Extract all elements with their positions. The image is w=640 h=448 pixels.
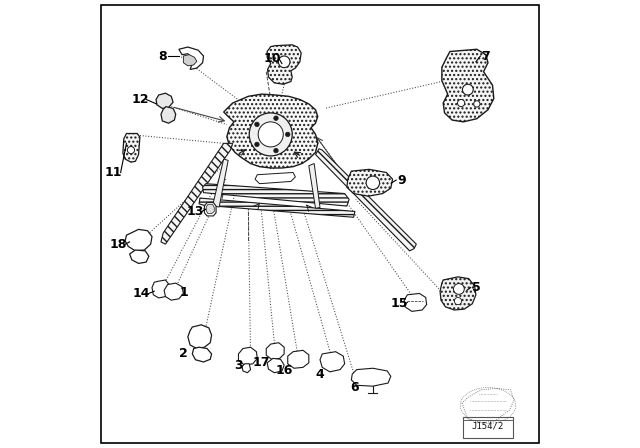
Text: 12: 12 xyxy=(131,93,148,106)
Polygon shape xyxy=(309,164,320,208)
Polygon shape xyxy=(267,45,301,84)
Text: 5: 5 xyxy=(472,281,480,294)
Polygon shape xyxy=(123,134,140,162)
Circle shape xyxy=(463,84,473,95)
Polygon shape xyxy=(267,358,284,373)
Polygon shape xyxy=(152,280,169,298)
Circle shape xyxy=(278,56,290,68)
Polygon shape xyxy=(442,49,494,122)
Text: 7: 7 xyxy=(481,49,490,63)
Polygon shape xyxy=(316,149,417,251)
Text: J154/2: J154/2 xyxy=(472,422,504,431)
Text: 2: 2 xyxy=(179,346,188,360)
Text: 9: 9 xyxy=(397,173,406,187)
Polygon shape xyxy=(164,283,184,300)
Polygon shape xyxy=(242,364,251,373)
Text: 13: 13 xyxy=(187,205,204,219)
Text: 15: 15 xyxy=(391,297,408,310)
Circle shape xyxy=(366,176,380,190)
Polygon shape xyxy=(125,229,152,251)
Text: 14: 14 xyxy=(133,287,150,300)
Circle shape xyxy=(255,122,259,127)
Polygon shape xyxy=(161,107,176,123)
Circle shape xyxy=(285,132,290,137)
Text: 4: 4 xyxy=(316,368,324,382)
Polygon shape xyxy=(266,343,284,359)
Polygon shape xyxy=(199,198,355,217)
Circle shape xyxy=(274,116,278,121)
Text: 6: 6 xyxy=(351,381,359,394)
Circle shape xyxy=(474,101,480,107)
Polygon shape xyxy=(212,159,228,207)
Polygon shape xyxy=(161,143,233,244)
Polygon shape xyxy=(288,350,309,368)
Polygon shape xyxy=(192,347,212,362)
Circle shape xyxy=(258,122,284,147)
Text: 16: 16 xyxy=(275,364,293,377)
Text: 17: 17 xyxy=(252,356,269,370)
Polygon shape xyxy=(206,204,214,214)
Text: 11: 11 xyxy=(104,166,122,179)
Polygon shape xyxy=(347,169,392,196)
Polygon shape xyxy=(404,293,427,311)
Polygon shape xyxy=(130,250,149,263)
Text: 1: 1 xyxy=(179,285,188,299)
Polygon shape xyxy=(204,202,216,216)
Polygon shape xyxy=(351,368,391,386)
Text: 8: 8 xyxy=(158,49,166,63)
Polygon shape xyxy=(179,47,204,69)
Text: 18: 18 xyxy=(109,237,127,251)
Polygon shape xyxy=(156,93,173,108)
Circle shape xyxy=(454,297,461,305)
Circle shape xyxy=(249,113,292,156)
Polygon shape xyxy=(184,55,197,66)
Polygon shape xyxy=(224,94,317,168)
Circle shape xyxy=(458,99,465,107)
Polygon shape xyxy=(188,325,212,349)
Polygon shape xyxy=(320,352,345,372)
Text: 10: 10 xyxy=(263,52,281,65)
Circle shape xyxy=(454,284,464,294)
Text: 3: 3 xyxy=(234,358,243,372)
Polygon shape xyxy=(203,184,349,206)
Polygon shape xyxy=(440,277,476,310)
Circle shape xyxy=(127,146,134,154)
Bar xyxy=(463,417,513,438)
Circle shape xyxy=(255,142,259,146)
Circle shape xyxy=(274,148,278,153)
Polygon shape xyxy=(255,172,296,184)
Polygon shape xyxy=(239,347,257,365)
